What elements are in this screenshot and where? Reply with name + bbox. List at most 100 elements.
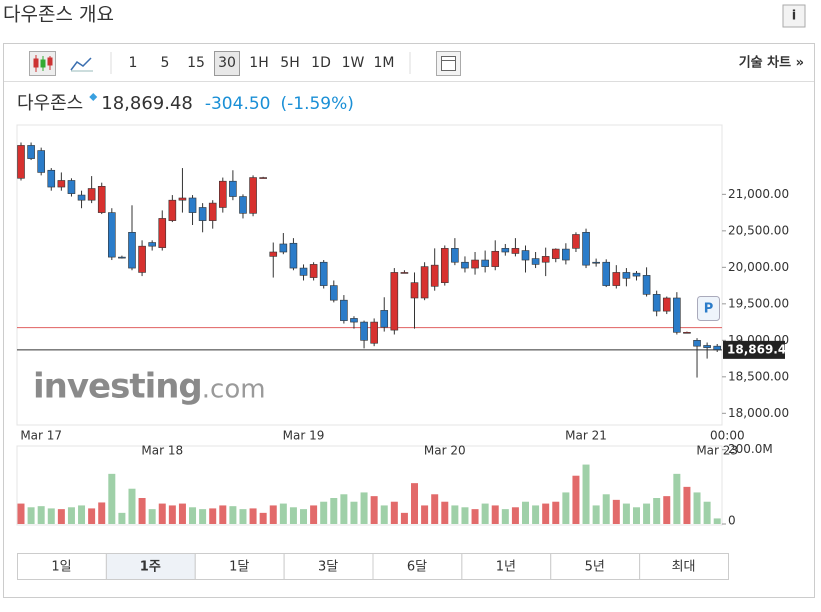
volume-bar: [320, 501, 328, 524]
volume-bar: [289, 507, 297, 524]
interval-button[interactable]: 5H: [280, 55, 299, 71]
range-tab-label[interactable]: 6달: [407, 560, 427, 575]
range-tab[interactable]: [461, 553, 552, 580]
y-tick-label: 20,500.00: [728, 223, 789, 237]
line-type-button[interactable]: [70, 57, 92, 71]
candle-body: [17, 145, 25, 179]
volume-bar: [148, 509, 156, 524]
interval-button[interactable]: 1: [129, 55, 138, 71]
volume-bar: [330, 498, 338, 524]
volume-bar: [612, 499, 620, 524]
volume-bar: [138, 498, 146, 524]
interval-button[interactable]: 1H: [249, 55, 268, 71]
x-tick-label: 00:00: [710, 429, 745, 443]
range-tab-label[interactable]: 5년: [585, 560, 605, 575]
volume-bar: [229, 506, 237, 524]
info-button[interactable]: [782, 4, 806, 28]
candle-body: [380, 310, 389, 328]
volume-bar: [370, 496, 378, 524]
interval-button[interactable]: 30: [218, 55, 236, 71]
range-tab[interactable]: [105, 553, 196, 580]
watermark-suffix: .com: [202, 375, 266, 405]
volume-bar: [411, 483, 419, 524]
volume-bar: [158, 503, 166, 524]
y-tick-label: 18,000.00: [728, 406, 789, 420]
volume-bar: [108, 473, 116, 524]
volume-bar: [27, 507, 35, 524]
range-tab[interactable]: [17, 553, 107, 580]
interval-selected[interactable]: [214, 51, 240, 76]
volume-bar: [552, 501, 560, 524]
candle-body: [430, 264, 439, 287]
range-tab-label[interactable]: 1주: [140, 560, 161, 575]
y-tick-label: 18,500.00: [728, 369, 789, 383]
volume-bar: [128, 488, 136, 524]
volume-bar: [461, 507, 469, 524]
range-tab[interactable]: [283, 553, 374, 580]
candle-body: [158, 218, 167, 248]
candle-body: [612, 272, 621, 286]
volume-bar: [310, 505, 318, 524]
candle-body: [249, 177, 257, 214]
volume-bar: [98, 502, 106, 524]
candle-body: [471, 259, 479, 269]
candle-body: [329, 285, 338, 301]
candle-body: [662, 297, 671, 312]
volume-bar: [279, 503, 287, 524]
volume-bar: [17, 503, 25, 524]
volume-bar: [582, 464, 590, 524]
candle-body: [299, 267, 308, 276]
volume-bar: [259, 512, 267, 524]
range-tab-label[interactable]: 1년: [496, 560, 516, 575]
interval-button[interactable]: 1W: [342, 55, 365, 71]
volume-tick-label: 0: [728, 514, 736, 528]
last-price-tag: [723, 340, 785, 359]
marker-label[interactable]: P: [704, 302, 714, 317]
x-tick-label: Mar 20: [424, 444, 466, 458]
volume-bar: [78, 505, 86, 524]
volume-bar: [713, 518, 721, 524]
candle-body: [642, 275, 651, 295]
range-tab[interactable]: [372, 553, 463, 580]
volume-frame: [16, 445, 723, 526]
range-tab[interactable]: [550, 553, 641, 580]
volume-bar: [37, 506, 45, 524]
interval-button[interactable]: 1M: [374, 55, 395, 71]
range-tab-label[interactable]: 최대: [672, 560, 696, 575]
range-tab-label[interactable]: 3달: [318, 560, 338, 575]
range-tab-label[interactable]: 1달: [229, 560, 249, 575]
volume-bar: [622, 503, 630, 524]
candle-body: [108, 212, 116, 258]
candle-body: [713, 345, 722, 351]
interval-button[interactable]: 5: [161, 55, 170, 71]
info-icon[interactable]: i: [792, 9, 796, 24]
watermark-logo: investing: [33, 367, 202, 407]
range-tab[interactable]: [639, 553, 729, 580]
candle-body: [47, 169, 56, 188]
candle-body: [491, 250, 500, 267]
price: 18,869.48: [101, 93, 193, 114]
interval-button[interactable]: 15: [187, 55, 205, 71]
volume-bar: [693, 492, 701, 524]
volume-bar: [532, 505, 540, 524]
candle-body: [118, 256, 126, 259]
volume-tick-label: 200.0M: [728, 442, 773, 456]
candle-body: [521, 250, 530, 261]
interval-button[interactable]: 1D: [311, 55, 331, 71]
marker-button[interactable]: [697, 296, 720, 321]
volume-bar: [421, 505, 429, 524]
volume-bar: [47, 508, 55, 524]
volume-bar: [350, 501, 358, 524]
candle-body: [269, 251, 278, 257]
tech-chart-link[interactable]: 기술 차트 »: [739, 55, 804, 71]
volume-bar: [542, 503, 550, 524]
candle-body: [67, 180, 76, 194]
candle-body: [168, 199, 177, 221]
range-tab-label[interactable]: 1일: [51, 560, 71, 575]
volume-bar: [522, 501, 529, 524]
y-tick-label: 21,000.00: [728, 187, 789, 201]
candle-body: [309, 264, 318, 278]
volume-bar: [481, 503, 489, 524]
candle-body: [693, 340, 701, 347]
